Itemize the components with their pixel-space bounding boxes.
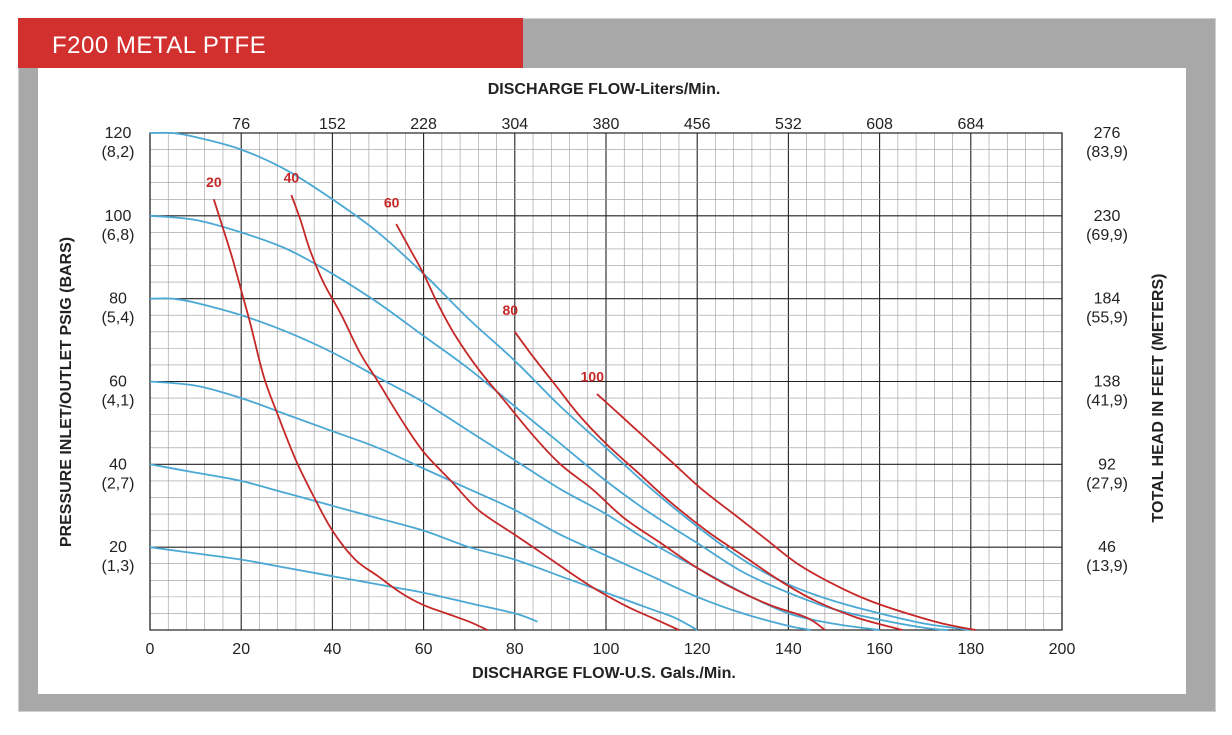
left-tick-value: 60 <box>109 374 127 391</box>
right-tick-meters: (83,9) <box>1086 144 1128 161</box>
top-axis-title: DISCHARGE FLOW-Liters/Min. <box>488 81 721 98</box>
left-tick-value: 80 <box>109 291 127 308</box>
x-tick-label: 0 <box>146 641 155 658</box>
pressure-curve-3 <box>149 380 812 631</box>
top-tick-label: 532 <box>775 116 802 133</box>
left-tick-value: 20 <box>109 539 127 556</box>
x-tick-label: 20 <box>232 641 250 658</box>
x-axis-title: DISCHARGE FLOW-U.S. Gals./Min. <box>472 665 736 682</box>
air-curve-40 <box>290 194 680 631</box>
top-tick-label: 152 <box>319 116 346 133</box>
pressure-curve-5 <box>149 546 538 623</box>
x-tick-label: 40 <box>324 641 342 658</box>
air-curve-label: 100 <box>581 369 605 385</box>
left-tick-bars: (5,4) <box>102 310 135 327</box>
pressure-curve-4 <box>149 463 698 631</box>
pressure-curve-1 <box>149 214 949 631</box>
right-tick-feet: 138 <box>1094 374 1121 391</box>
air-curve-label: 40 <box>284 170 300 186</box>
left-tick-value: 40 <box>109 456 127 473</box>
top-tick-label: 380 <box>593 116 620 133</box>
x-tick-label: 100 <box>593 641 620 658</box>
title-bar <box>18 18 523 68</box>
pressure-curve-0 <box>149 131 971 631</box>
x-tick-label: 140 <box>775 641 802 658</box>
top-tick-label: 76 <box>232 116 250 133</box>
left-tick-bars: (8,2) <box>102 144 135 161</box>
air-curve-label: 80 <box>502 302 518 318</box>
top-tick-label: 684 <box>957 116 984 133</box>
top-tick-label: 304 <box>501 116 528 133</box>
left-tick-bars: (4,1) <box>102 393 135 410</box>
chart-title: F200 METAL PTFE <box>52 32 267 59</box>
top-tick-label: 608 <box>866 116 893 133</box>
x-tick-label: 80 <box>506 641 524 658</box>
air-curve-20 <box>212 199 488 631</box>
right-tick-feet: 230 <box>1094 208 1121 225</box>
right-tick-feet: 276 <box>1094 125 1121 142</box>
left-axis-title: PRESSURE INLET/OUTLET PSIG (BARS) <box>58 237 75 547</box>
air-curve-label: 20 <box>206 174 222 190</box>
right-tick-feet: 46 <box>1098 539 1116 556</box>
x-tick-label: 180 <box>957 641 984 658</box>
right-tick-feet: 184 <box>1094 291 1121 308</box>
left-tick-value: 120 <box>105 125 132 142</box>
x-tick-label: 60 <box>415 641 433 658</box>
x-tick-label: 200 <box>1049 641 1076 658</box>
right-tick-meters: (41,9) <box>1086 393 1128 410</box>
x-tick-label: 160 <box>866 641 893 658</box>
left-tick-bars: (2,7) <box>102 475 135 492</box>
left-tick-value: 100 <box>105 208 132 225</box>
top-tick-label: 228 <box>410 116 437 133</box>
top-tick-label: 456 <box>684 116 711 133</box>
right-axis-title: TOTAL HEAD IN FEET (METERS) <box>1150 274 1167 523</box>
air-curve-100 <box>596 393 976 631</box>
air-consumption-curves: 20 40 60 80 100 <box>206 170 976 631</box>
left-tick-bars: (1,3) <box>102 558 135 575</box>
right-tick-feet: 92 <box>1098 456 1116 473</box>
right-tick-meters: (55,9) <box>1086 310 1128 327</box>
right-tick-meters: (69,9) <box>1086 227 1128 244</box>
right-tick-meters: (13,9) <box>1086 558 1128 575</box>
tick-labels: 0 20 40 60 80 100 120 140 160 180 200 76 152 228 304 38… <box>102 116 1128 658</box>
right-tick-meters: (27,9) <box>1086 475 1128 492</box>
air-curve-80 <box>514 331 903 631</box>
air-curve-label: 60 <box>384 195 400 211</box>
x-tick-label: 120 <box>684 641 711 658</box>
air-curve-60 <box>395 223 826 631</box>
left-tick-bars: (6,8) <box>102 227 135 244</box>
